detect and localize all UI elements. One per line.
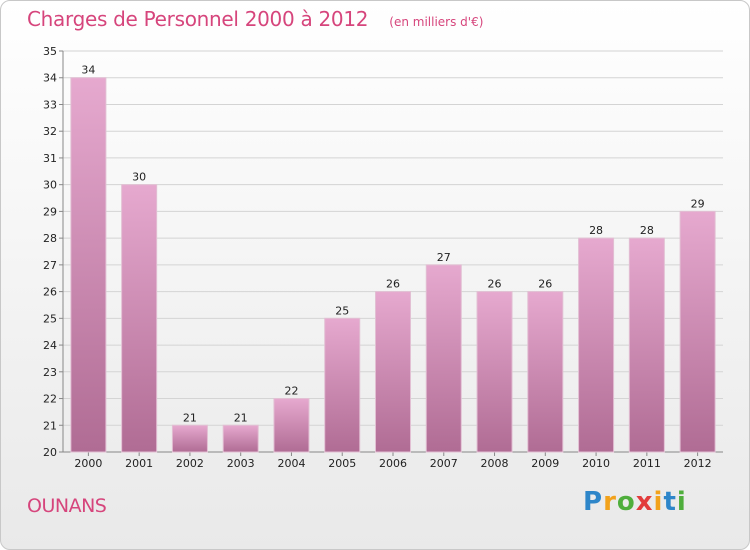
data-label-2005: 25: [335, 304, 349, 317]
logo-letter: t: [663, 487, 677, 517]
y-tick-label: 23: [43, 366, 57, 379]
x-tick-label-2002: 2002: [176, 457, 204, 470]
bar-2000: [70, 77, 107, 453]
x-tick-label-2012: 2012: [684, 457, 712, 470]
x-tick-label-2007: 2007: [430, 457, 458, 470]
data-label-2008: 26: [488, 278, 502, 291]
y-tick-label: 20: [43, 446, 57, 459]
bar-2007: [425, 264, 462, 453]
proxiti-logo: Proxiti: [583, 487, 687, 517]
data-label-2004: 22: [284, 385, 298, 398]
y-tick-label: 22: [43, 393, 57, 406]
x-tick-label-2009: 2009: [531, 457, 559, 470]
y-tick-label: 27: [43, 259, 57, 272]
bar-2011: [628, 237, 665, 453]
y-tick-label: 28: [43, 232, 57, 245]
y-tick-label: 33: [43, 98, 57, 111]
data-label-2010: 28: [589, 224, 603, 237]
x-tick-label-2003: 2003: [227, 457, 255, 470]
title-row: Charges de Personnel 2000 à 2012 (en mil…: [27, 7, 483, 31]
y-tick-label: 29: [43, 205, 57, 218]
bar-2010: [578, 237, 615, 453]
logo-letter: i: [676, 487, 687, 517]
x-tick-label-2004: 2004: [277, 457, 305, 470]
logo-letter: P: [583, 487, 604, 517]
bar-2003: [222, 424, 259, 453]
y-tick-label: 26: [43, 286, 57, 299]
logo-letter: r: [603, 487, 617, 517]
bar-2009: [527, 291, 564, 453]
y-tick-label: 34: [43, 72, 57, 85]
commune-name: OUNANS: [27, 495, 107, 517]
data-label-2007: 27: [437, 251, 451, 264]
bars: [70, 77, 716, 453]
bar-2012: [679, 210, 716, 453]
y-tick-label: 31: [43, 152, 57, 165]
bar-2006: [375, 291, 411, 453]
y-tick-label: 30: [43, 179, 57, 192]
bar-2005: [324, 317, 361, 453]
x-tick-label-2011: 2011: [633, 457, 661, 470]
x-tick-label-2008: 2008: [481, 457, 509, 470]
data-label-2006: 26: [386, 278, 400, 291]
x-tick-label-2006: 2006: [379, 457, 407, 470]
bar-2001: [121, 184, 158, 453]
x-tick-label-2001: 2001: [125, 457, 153, 470]
chart-subtitle: (en milliers d'€): [389, 15, 484, 29]
logo-letter: x: [635, 487, 654, 517]
y-tick-label: 21: [43, 419, 57, 432]
data-label-2012: 29: [691, 197, 705, 210]
bar-2004: [273, 398, 310, 453]
y-tick-label: 32: [43, 125, 57, 138]
y-tick-label: 24: [43, 339, 57, 352]
y-tick-label: 25: [43, 312, 57, 325]
logo-letter: i: [653, 487, 664, 517]
y-tick-label: 35: [43, 45, 57, 58]
x-tick-label-2000: 2000: [74, 457, 102, 470]
x-tick-label-2010: 2010: [582, 457, 610, 470]
data-label-2009: 26: [538, 278, 552, 291]
bar-2002: [171, 424, 208, 453]
data-label-2011: 28: [640, 224, 654, 237]
logo-letter: o: [616, 487, 636, 517]
labels: 20 21 22 23 24 25 26 27 28 29 30 31 32 33 34 35 34 2000 30…: [43, 45, 712, 470]
data-label-2003: 21: [234, 411, 248, 424]
x-tick-label-2005: 2005: [328, 457, 356, 470]
data-label-2000: 34: [81, 64, 95, 77]
data-label-2002: 21: [183, 411, 197, 424]
chart-title: Charges de Personnel 2000 à 2012: [27, 7, 369, 31]
data-label-2001: 30: [132, 171, 146, 184]
bar-2008: [476, 291, 513, 453]
